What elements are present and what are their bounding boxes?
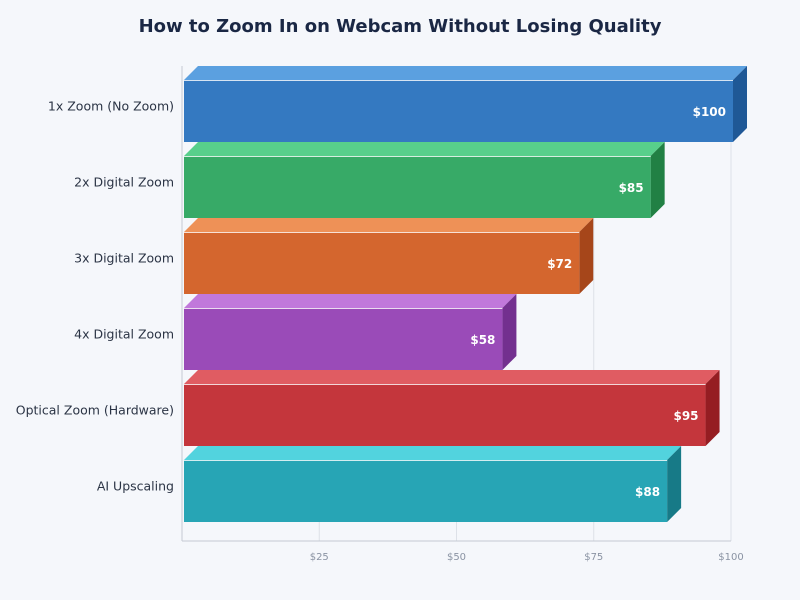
x-tick-label: $75 xyxy=(584,552,603,563)
bar-top-face xyxy=(184,218,594,232)
bar-side-face xyxy=(667,446,682,522)
bar-top-face xyxy=(184,370,720,384)
bar xyxy=(184,384,706,446)
bar-side-face xyxy=(650,142,665,218)
bar xyxy=(184,460,668,522)
y-tick-label: 1x Zoom (No Zoom) xyxy=(48,99,174,114)
bar-top-face xyxy=(184,142,665,156)
x-tick-label: $100 xyxy=(718,552,743,563)
bar-top-face xyxy=(184,66,747,80)
data-label: $88 xyxy=(635,485,660,499)
bar xyxy=(184,308,503,370)
y-tick-label: 4x Digital Zoom xyxy=(74,327,174,342)
y-tick-label: 2x Digital Zoom xyxy=(74,175,174,190)
data-label: $85 xyxy=(619,181,644,195)
y-tick-label: 3x Digital Zoom xyxy=(74,251,174,266)
bar-side-face xyxy=(502,294,517,370)
bar-side-face xyxy=(705,370,720,446)
bar-side-face xyxy=(579,218,594,294)
x-tick-label: $50 xyxy=(447,552,466,563)
bar xyxy=(184,80,733,142)
chart-title: How to Zoom In on Webcam Without Losing … xyxy=(138,16,662,37)
data-label: $100 xyxy=(693,105,726,119)
x-tick-label: $25 xyxy=(310,552,329,563)
bar xyxy=(184,156,651,218)
y-tick-label: Optical Zoom (Hardware) xyxy=(16,403,174,418)
data-label: $95 xyxy=(673,409,698,423)
bar xyxy=(184,232,580,294)
bar-top-face xyxy=(184,294,517,308)
y-tick-label: AI Upscaling xyxy=(97,479,174,494)
bar-side-face xyxy=(733,66,747,142)
bar-top-face xyxy=(184,446,682,460)
data-label: $58 xyxy=(470,333,495,347)
data-label: $72 xyxy=(547,257,572,271)
